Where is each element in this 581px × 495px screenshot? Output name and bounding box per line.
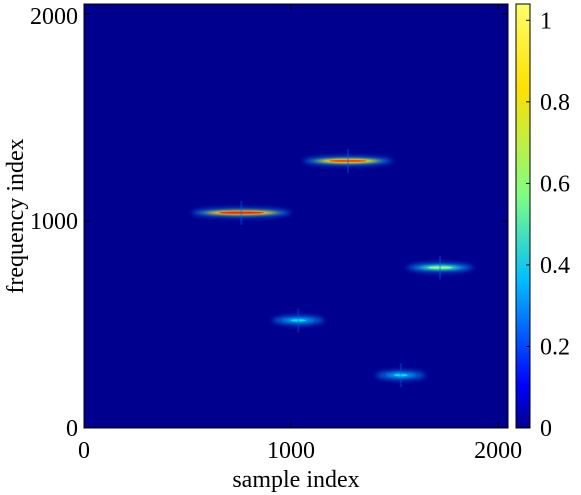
x-axis: 0 1000 2000 <box>78 4 522 464</box>
x-tick-label: 2000 <box>474 438 522 464</box>
x-axis-label: sample index <box>232 467 359 493</box>
colorbar-tick-label: 0.4 <box>540 253 570 279</box>
y-tick-label: 0 <box>66 416 78 442</box>
signal-component <box>272 308 324 333</box>
x-tick-label: 1000 <box>267 438 315 464</box>
signal-components <box>192 148 473 388</box>
signal-component <box>376 363 426 388</box>
component-peak <box>328 159 368 163</box>
colorbar: 0 0.2 0.4 0.6 0.8 1 <box>515 3 570 442</box>
colorbar-tick-label: 0.2 <box>540 334 570 360</box>
component-peak <box>394 374 408 377</box>
signal-component <box>192 200 291 225</box>
component-peak <box>428 266 453 269</box>
x-tick-label: 0 <box>78 438 90 464</box>
component-peak <box>218 211 264 214</box>
colorbar-frame <box>515 3 531 429</box>
y-tick-label: 1000 <box>30 209 78 235</box>
y-tick-label: 2000 <box>30 4 78 30</box>
y-axis-label: frequency index <box>3 138 29 293</box>
colorbar-gradient <box>516 4 530 428</box>
signal-component <box>407 255 473 280</box>
component-peak <box>290 319 306 322</box>
colorbar-tick-label: 1 <box>540 8 552 34</box>
y-axis: 0 1000 2000 <box>30 4 508 442</box>
colorbar-ticks: 0 0.2 0.4 0.6 0.8 1 <box>526 8 570 442</box>
heatmap-area <box>84 4 508 428</box>
signal-component <box>303 148 392 173</box>
plot-frame <box>83 3 509 429</box>
colorbar-tick-label: 0.8 <box>540 90 570 116</box>
heatmap-background <box>84 4 508 428</box>
colorbar-tick-label: 0.6 <box>540 171 570 197</box>
colorbar-tick-label: 0 <box>540 416 552 442</box>
